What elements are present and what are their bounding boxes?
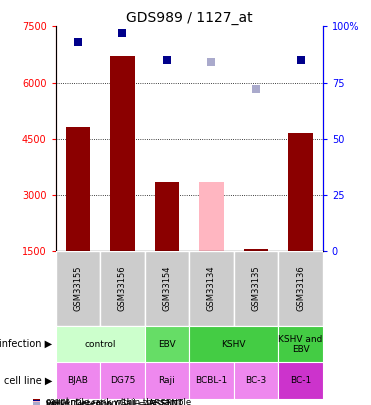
Bar: [56, 326, 145, 362]
Text: rank, Detection Call = ABSENT: rank, Detection Call = ABSENT: [46, 400, 178, 405]
Text: GSM33154: GSM33154: [162, 266, 171, 311]
Text: KSHV and
EBV: KSHV and EBV: [278, 335, 323, 354]
Text: GSM33134: GSM33134: [207, 266, 216, 311]
Bar: [100, 251, 145, 326]
Bar: [199, 182, 224, 251]
Bar: [100, 362, 145, 399]
Text: BC-3: BC-3: [245, 376, 267, 385]
Text: infection ▶: infection ▶: [0, 339, 52, 349]
Bar: [145, 251, 189, 326]
Bar: [278, 251, 323, 326]
Text: KSHV: KSHV: [221, 340, 246, 349]
Text: GSM33135: GSM33135: [252, 266, 260, 311]
Bar: [145, 326, 189, 362]
Text: BJAB: BJAB: [68, 376, 88, 385]
Bar: [244, 249, 268, 251]
Text: count: count: [46, 397, 70, 405]
Text: value, Detection Call = ABSENT: value, Detection Call = ABSENT: [46, 399, 183, 405]
Bar: [66, 128, 90, 251]
Bar: [189, 362, 234, 399]
Title: GDS989 / 1127_at: GDS989 / 1127_at: [126, 11, 253, 25]
Text: percentile rank within the sample: percentile rank within the sample: [46, 398, 191, 405]
Bar: [56, 251, 100, 326]
Text: GSM33136: GSM33136: [296, 266, 305, 311]
Bar: [288, 133, 313, 251]
Text: BC-1: BC-1: [290, 376, 311, 385]
Text: control: control: [85, 340, 116, 349]
Text: GSM33155: GSM33155: [73, 266, 82, 311]
Text: Raji: Raji: [158, 376, 175, 385]
Bar: [278, 362, 323, 399]
Text: EBV: EBV: [158, 340, 176, 349]
Bar: [56, 362, 100, 399]
Bar: [155, 182, 179, 251]
Bar: [278, 326, 323, 362]
Text: cell line ▶: cell line ▶: [4, 376, 52, 386]
Text: GSM33156: GSM33156: [118, 266, 127, 311]
Bar: [234, 251, 278, 326]
Bar: [145, 362, 189, 399]
Text: BCBL-1: BCBL-1: [196, 376, 227, 385]
Bar: [110, 56, 135, 251]
Bar: [234, 362, 278, 399]
Bar: [189, 326, 278, 362]
Text: DG75: DG75: [110, 376, 135, 385]
Bar: [189, 251, 234, 326]
